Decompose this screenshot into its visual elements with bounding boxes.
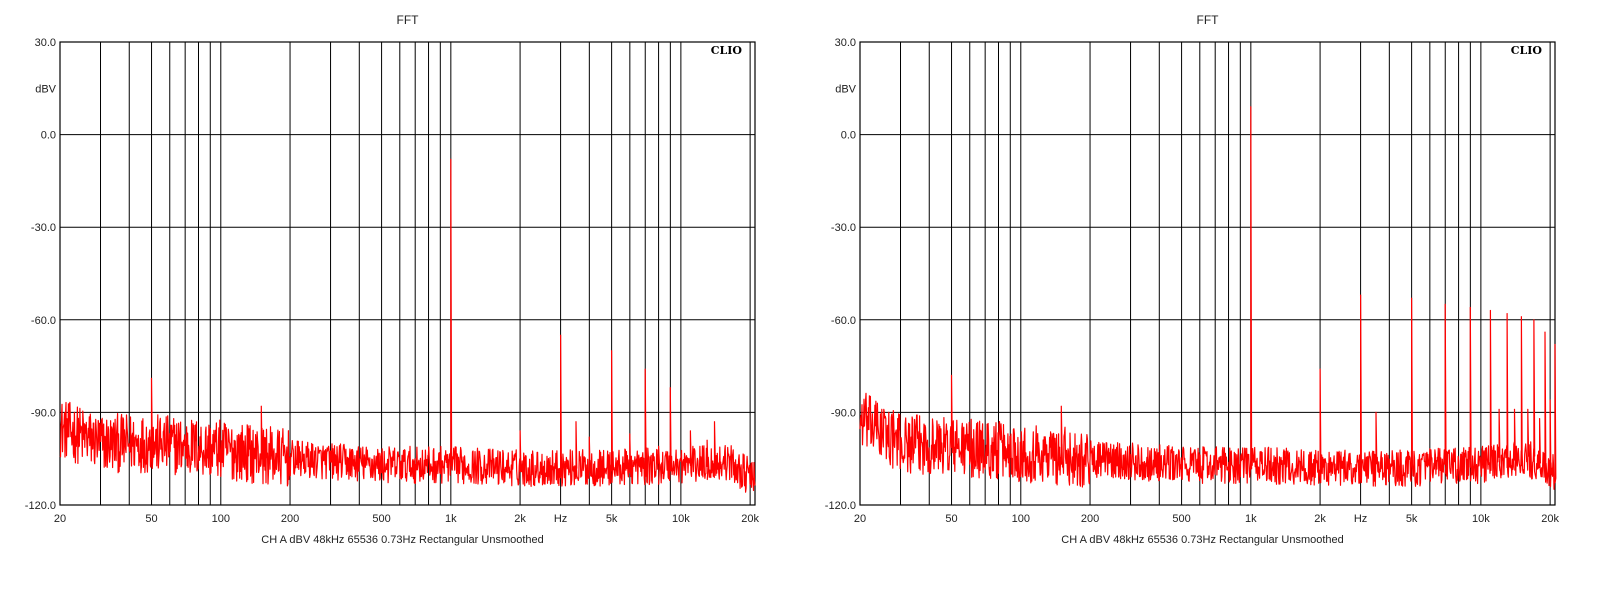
x-tick-label: 5k [1406, 513, 1418, 525]
x-tick-label: 20 [54, 513, 66, 525]
fft-chart-left: FFT 30.0 0.0 -30.0 -60.0 -90.0 -120.0 dBV 20 50 10… [25, 13, 760, 546]
x-tick-label: Hz [1354, 513, 1367, 525]
x-tick-label: 20k [741, 513, 759, 525]
x-tick-label: 50 [945, 513, 957, 525]
y-axis-label: dBV [835, 83, 856, 95]
plot-area [859, 41, 1556, 506]
x-tick-label: 10k [1472, 513, 1490, 525]
y-tick-label: -120.0 [825, 500, 856, 512]
y-tick-label: 30.0 [35, 37, 56, 49]
x-tick-label: 1k [445, 513, 457, 525]
x-tick-label: 500 [372, 513, 390, 525]
y-tick-label: 0.0 [841, 130, 856, 142]
x-tick-label: 1k [1245, 513, 1257, 525]
y-tick-label: -60.0 [31, 315, 56, 327]
x-tick-label: 200 [281, 513, 299, 525]
fft-spectrum-trace [859, 106, 1557, 490]
x-tick-label: 10k [672, 513, 690, 525]
clio-logo-text: CLIO [711, 44, 743, 57]
x-tick-label: 20 [854, 513, 866, 525]
x-tick-label: 200 [1081, 513, 1099, 525]
x-tick-label: 20k [1541, 513, 1559, 525]
y-tick-label: -90.0 [31, 407, 56, 419]
x-tick-label: 100 [212, 513, 230, 525]
x-tick-label: 2k [514, 513, 526, 525]
x-tick-label: 2k [1314, 513, 1326, 525]
y-tick-label: -60.0 [831, 315, 856, 327]
chart-title: FFT [397, 13, 420, 27]
y-tick-label: 30.0 [835, 37, 856, 49]
clio-logo-text: CLIO [1511, 44, 1543, 57]
fft-spectrum-trace [59, 158, 756, 493]
x-tick-label: 5k [606, 513, 618, 525]
measurement-settings: CH A dBV 48kHz 65536 0.73Hz Rectangular … [1061, 534, 1344, 546]
chart-title: FFT [1197, 13, 1220, 27]
fft-panel-right: FFT 30.0 0.0 -30.0 -60.0 -90.0 -120.0 dBV 20 50 10… [800, 0, 1600, 600]
measurement-settings: CH A dBV 48kHz 65536 0.73Hz Rectangular … [261, 534, 544, 546]
x-tick-label: Hz [554, 513, 567, 525]
plot-area [59, 41, 756, 506]
y-tick-label: -120.0 [25, 500, 56, 512]
x-tick-label: 50 [145, 513, 157, 525]
y-axis-label: dBV [35, 83, 56, 95]
fft-chart-right: FFT 30.0 0.0 -30.0 -60.0 -90.0 -120.0 dBV 20 50 10… [825, 13, 1560, 546]
x-tick-label: 100 [1012, 513, 1030, 525]
x-tick-label: 500 [1172, 513, 1190, 525]
y-tick-label: 0.0 [41, 130, 56, 142]
fft-panel-left: FFT 30.0 0.0 -30.0 -60.0 -90.0 -120.0 dBV 20 50 10… [0, 0, 800, 600]
y-tick-label: -30.0 [831, 222, 856, 234]
y-tick-label: -30.0 [31, 222, 56, 234]
y-tick-label: -90.0 [831, 407, 856, 419]
